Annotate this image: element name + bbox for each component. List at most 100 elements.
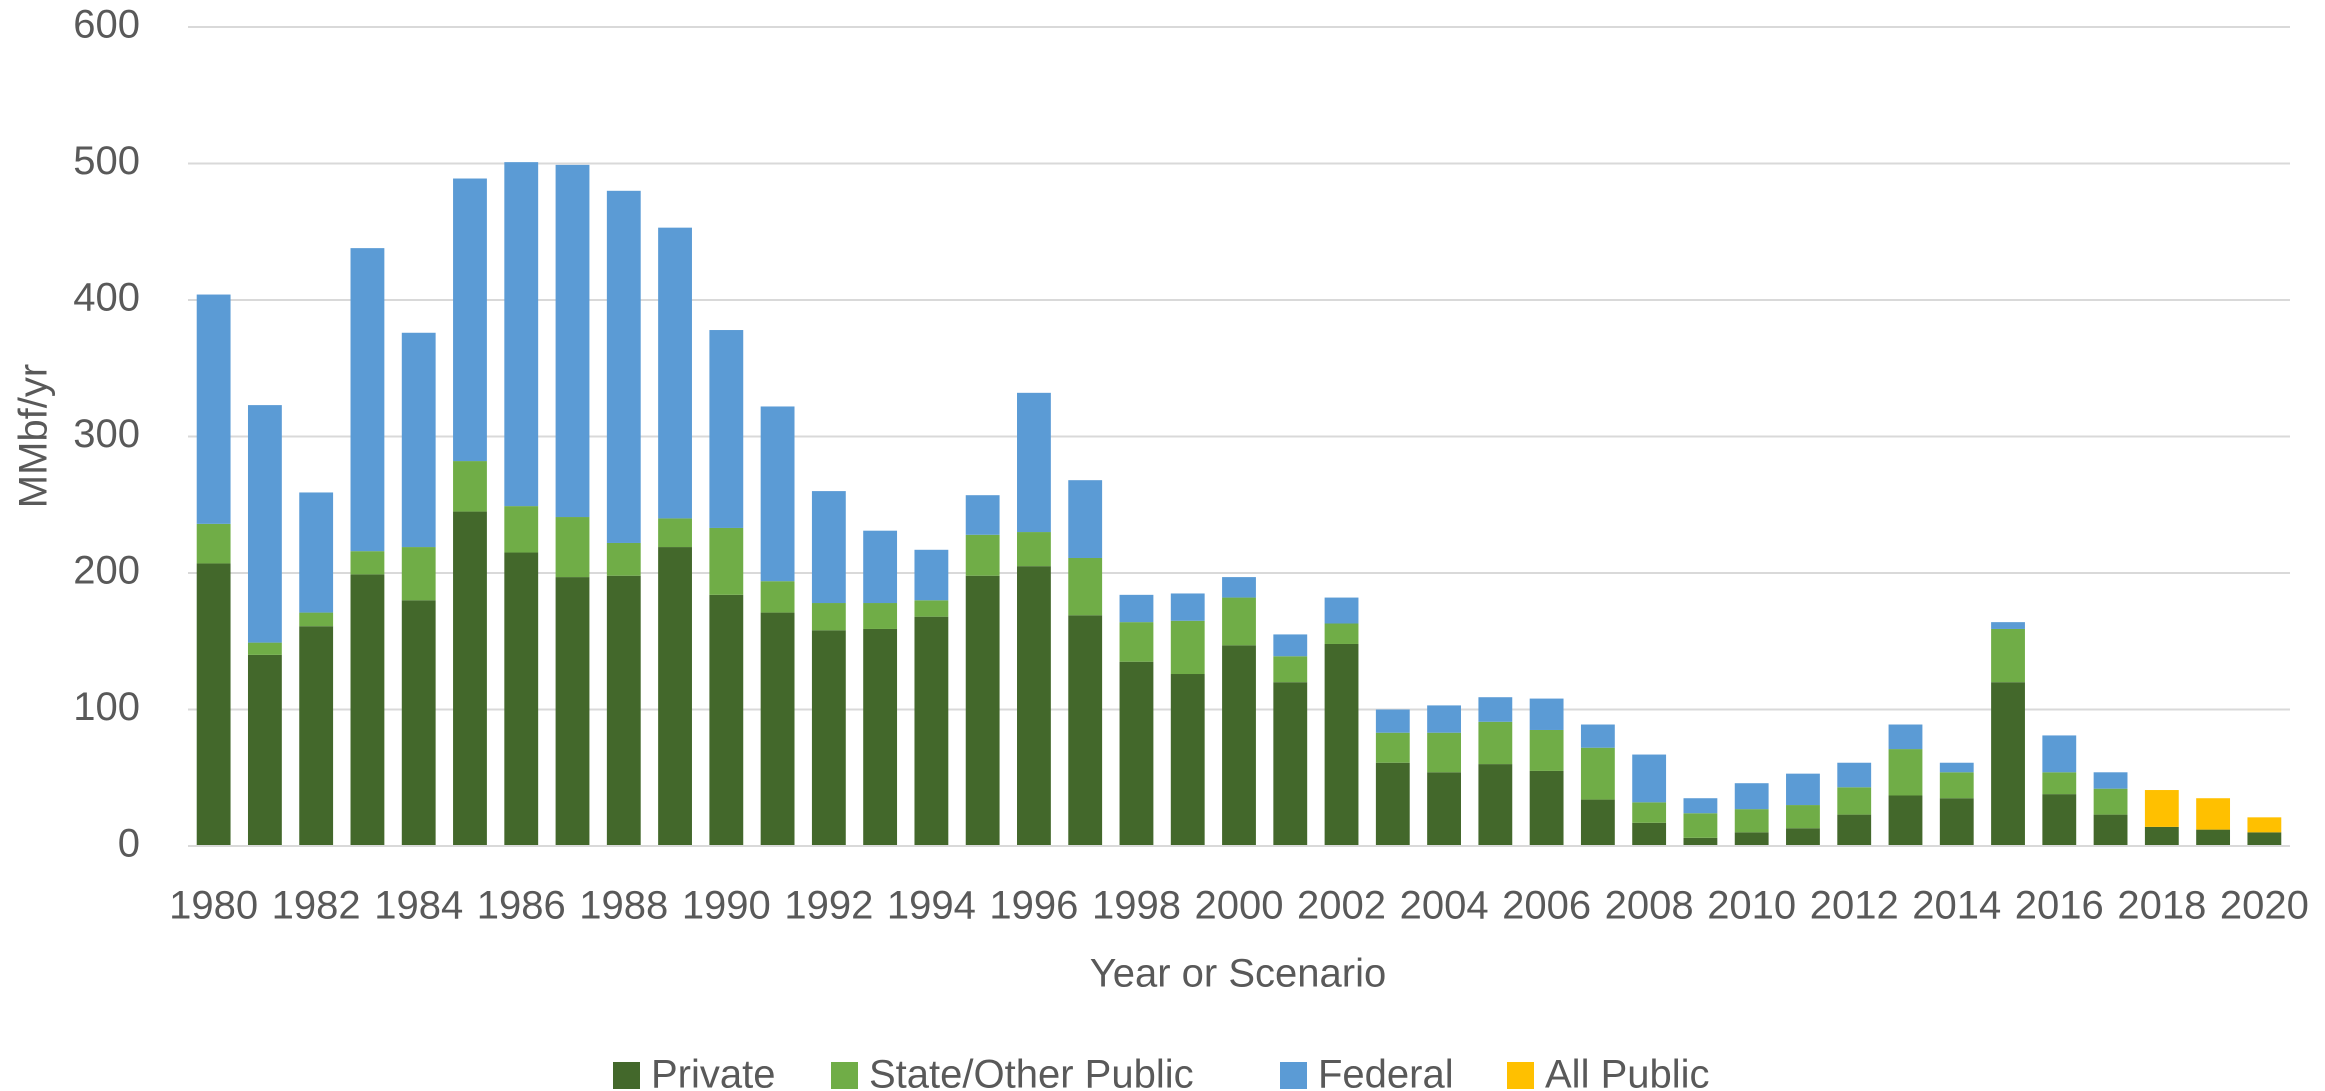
bar-segment <box>1632 754 1667 803</box>
bar-segment <box>1683 813 1718 838</box>
bar-segment <box>1478 721 1513 765</box>
bar-segment <box>1170 674 1205 846</box>
bar-segment <box>504 506 539 553</box>
bar-segment <box>1324 597 1359 624</box>
bar-segment <box>709 330 744 528</box>
bar-segment <box>2196 798 2231 830</box>
y-axis-title: MMbf/yr <box>12 364 56 508</box>
x-tick-label: 2008 <box>1605 884 1694 928</box>
bar-segment <box>1375 732 1410 763</box>
bar-segment <box>453 511 487 846</box>
bar-segment <box>1529 729 1564 771</box>
x-tick-label: 2012 <box>1810 884 1899 928</box>
y-tick-label: 0 <box>118 822 140 866</box>
bar-segment <box>1888 795 1923 846</box>
bar-segment <box>401 547 436 601</box>
bar-segment <box>709 594 744 846</box>
x-tick-label: 2016 <box>2015 884 2104 928</box>
bar-segment <box>1017 532 1051 567</box>
bar-segment <box>350 248 385 552</box>
y-tick-label: 600 <box>73 3 140 47</box>
bar-segment <box>2042 735 2077 773</box>
bar-segment <box>658 227 692 519</box>
bar-segment <box>606 190 641 543</box>
x-axis-title: Year or Scenario <box>1090 952 1386 996</box>
x-tick-label: 1982 <box>272 884 361 928</box>
bar-segment <box>1580 724 1615 748</box>
bar-segment <box>1119 594 1154 623</box>
bar-segment <box>1273 634 1308 657</box>
bar-segment <box>1632 822 1667 846</box>
bar-segment <box>1888 724 1923 750</box>
bar-segment <box>1478 764 1513 846</box>
bar-segment <box>1734 832 1769 846</box>
bar-segment <box>1529 770 1564 846</box>
x-tick-label: 2010 <box>1707 884 1796 928</box>
bar-segment <box>1222 577 1256 598</box>
bar-segment <box>299 612 334 627</box>
bar-segment <box>299 626 334 846</box>
bar-segment <box>1837 814 1872 846</box>
x-tick-label: 2006 <box>1502 884 1591 928</box>
x-tick-label: 1980 <box>169 884 258 928</box>
x-tick-label: 2000 <box>1195 884 1284 928</box>
bar-segment <box>1017 392 1051 533</box>
bar-segment <box>504 162 539 507</box>
bar-segment <box>914 549 949 601</box>
bar-segment <box>1427 732 1461 773</box>
bar-segment <box>350 574 385 846</box>
bar-segment <box>1786 828 1820 846</box>
legend-swatch <box>1280 1062 1307 1089</box>
bar-segment <box>606 542 641 576</box>
bar-segment <box>1068 557 1103 616</box>
bar-segment <box>811 603 846 631</box>
bar-segment <box>247 405 282 643</box>
bar-segment <box>196 294 231 524</box>
bar-segment <box>1375 709 1410 733</box>
bar-segment <box>247 654 282 846</box>
x-tick-label: 1984 <box>374 884 463 928</box>
legend-label: Private <box>651 1053 776 1091</box>
bar-segment <box>2093 788 2128 815</box>
bar-segment <box>1888 749 1923 796</box>
bar-segment <box>504 552 539 846</box>
bar-segment <box>1837 787 1872 815</box>
legend-label: All Public <box>1545 1053 1710 1091</box>
bar-segment <box>1580 799 1615 846</box>
bar-segment <box>1683 798 1718 814</box>
bar-segment <box>965 575 1000 846</box>
x-tick-label: 2014 <box>1912 884 2001 928</box>
bar-segment <box>760 612 795 846</box>
bar-segment <box>350 551 385 575</box>
bar-segment <box>1119 661 1154 846</box>
y-tick-label: 500 <box>73 139 140 183</box>
bar-segment <box>1324 623 1359 644</box>
x-tick-label: 2020 <box>2220 884 2309 928</box>
x-tick-label: 1998 <box>1092 884 1181 928</box>
bar-segment <box>1939 772 1974 799</box>
bar-segment <box>1939 762 1974 773</box>
bar-segment <box>1529 698 1564 730</box>
bar-segment <box>2196 829 2231 846</box>
bar-segment <box>401 332 436 548</box>
bar-segment <box>196 563 231 846</box>
legend-label: State/Other Public <box>869 1053 1194 1091</box>
bar-segment <box>247 642 282 655</box>
bar-segment <box>760 406 795 582</box>
bar-segment <box>606 575 641 846</box>
bar-segment <box>2042 794 2077 846</box>
bar-segment <box>1068 615 1103 846</box>
bar-segment <box>1068 480 1103 558</box>
bar-segment <box>1427 772 1461 846</box>
bar-segment <box>2247 832 2282 846</box>
bar-segment <box>555 517 590 578</box>
bar-segment <box>1991 682 2025 846</box>
bar-segment <box>555 577 590 846</box>
bar-segment <box>1170 593 1205 621</box>
x-tick-label: 1994 <box>887 884 976 928</box>
legend-swatch <box>1507 1062 1534 1089</box>
bar-segment <box>1375 762 1410 846</box>
x-tick-label: 1988 <box>579 884 668 928</box>
bar-segment <box>709 527 744 595</box>
bar-segment <box>1427 705 1461 733</box>
